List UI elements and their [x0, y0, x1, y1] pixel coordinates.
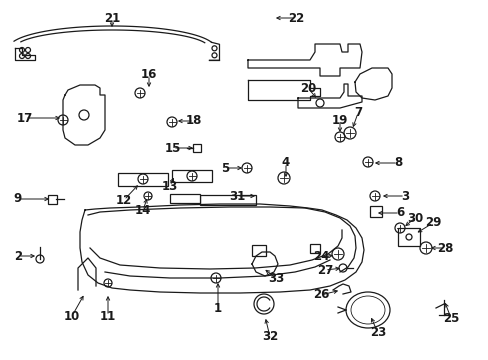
Text: 5: 5: [221, 162, 229, 175]
Text: 15: 15: [164, 141, 181, 154]
Text: 33: 33: [267, 271, 284, 284]
Bar: [48, 195, 57, 204]
Text: 16: 16: [141, 68, 157, 81]
Text: 19: 19: [331, 113, 347, 126]
Text: 28: 28: [436, 242, 452, 255]
Text: 2: 2: [14, 249, 22, 262]
Text: 17: 17: [17, 112, 33, 125]
Text: 20: 20: [299, 81, 315, 94]
Bar: [172, 170, 212, 182]
Text: 10: 10: [64, 310, 80, 323]
Text: 22: 22: [287, 12, 304, 24]
Text: 23: 23: [369, 327, 386, 339]
Text: 9: 9: [14, 193, 22, 206]
Text: 31: 31: [228, 189, 244, 202]
Text: 29: 29: [424, 216, 440, 230]
Text: 1: 1: [214, 302, 222, 315]
Text: 7: 7: [353, 107, 361, 120]
Bar: [118, 173, 168, 186]
Text: 12: 12: [116, 194, 132, 207]
Text: 25: 25: [442, 311, 458, 324]
Bar: [200, 195, 256, 205]
Text: 30: 30: [406, 211, 422, 225]
Ellipse shape: [350, 296, 384, 324]
Ellipse shape: [346, 292, 389, 328]
Text: 24: 24: [312, 251, 328, 264]
Text: 21: 21: [103, 12, 120, 24]
Bar: [309, 244, 319, 253]
Text: 32: 32: [262, 330, 278, 343]
Text: 11: 11: [100, 310, 116, 323]
Text: 27: 27: [316, 264, 332, 276]
Bar: [170, 194, 200, 203]
Text: 6: 6: [395, 207, 403, 220]
Text: 3: 3: [400, 189, 408, 202]
Text: 18: 18: [185, 114, 202, 127]
Text: 4: 4: [281, 157, 289, 170]
Text: 26: 26: [312, 288, 328, 302]
Bar: [193, 144, 201, 152]
Bar: [251, 245, 265, 256]
Text: 8: 8: [393, 157, 401, 170]
Text: 13: 13: [162, 180, 178, 193]
Text: 14: 14: [135, 203, 151, 216]
Bar: [369, 206, 381, 217]
Bar: [397, 228, 419, 246]
